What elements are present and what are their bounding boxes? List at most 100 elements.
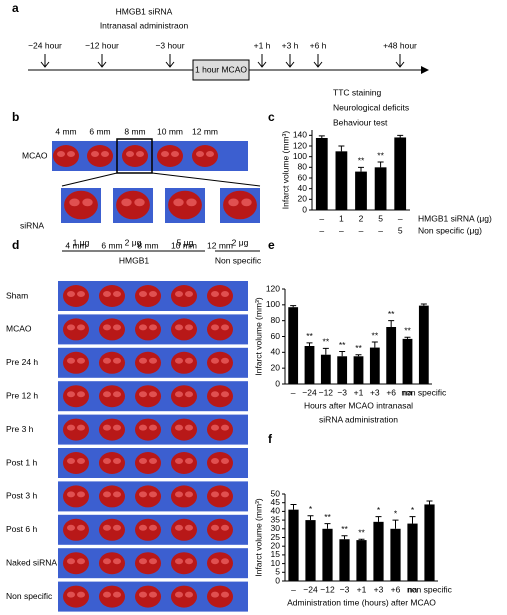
error-bar <box>409 516 416 524</box>
brain-slice <box>99 552 125 575</box>
mcao-box <box>192 59 250 81</box>
error-bar <box>420 303 427 306</box>
x-tick-label: na <box>408 584 418 594</box>
brain-slice <box>99 485 125 508</box>
significance: ** <box>306 331 313 341</box>
bar <box>322 528 333 581</box>
brain-slice <box>63 318 89 341</box>
bar <box>335 151 348 210</box>
bar <box>373 521 384 581</box>
y-tick-label: 60 <box>271 331 281 341</box>
x-tick-label: non specific <box>407 584 453 594</box>
brain-slice <box>63 351 89 374</box>
error-bar <box>397 134 404 138</box>
brain-slice <box>135 552 161 575</box>
brain-slice <box>171 318 197 341</box>
significance: ** <box>388 309 395 319</box>
y-tick-label: 40 <box>298 183 308 193</box>
brain-slice <box>99 518 125 541</box>
brain-slice <box>63 385 89 408</box>
group-label: HMGB1 <box>119 255 150 265</box>
bar <box>424 504 435 581</box>
significance: ** <box>323 337 330 347</box>
brain-slice <box>99 585 125 608</box>
bar <box>374 167 387 210</box>
brain-slice <box>53 145 79 167</box>
dose-label: 2 μg <box>125 237 142 247</box>
bar <box>355 171 367 210</box>
brain-slice <box>99 418 125 441</box>
y-tick-label: 10 <box>271 558 281 568</box>
error-bar <box>318 135 325 138</box>
x-tick-label: – <box>398 213 403 223</box>
brain-slice <box>135 418 161 441</box>
panel-letter: a <box>12 1 19 15</box>
error-bar <box>341 535 348 540</box>
brain-slice <box>168 190 202 220</box>
row-label: MCAO <box>22 150 48 160</box>
x-tick-label: +3 <box>370 387 380 397</box>
brain-slice <box>207 518 233 541</box>
slice-label: 10 mm <box>171 240 197 250</box>
row-label: MCAO <box>6 324 32 334</box>
time-label: −3 hour <box>155 40 184 50</box>
dose-label: 1 μg <box>73 237 90 247</box>
zoom-line <box>61 172 118 187</box>
slice-label: 8 mm <box>137 240 158 250</box>
y-tick-label: 20 <box>271 362 281 372</box>
x-tick-label: – <box>319 225 324 235</box>
y-tick-label: 20 <box>271 540 281 550</box>
bar <box>407 523 418 581</box>
error-bar <box>290 503 297 510</box>
slice-label: 6 mm <box>89 126 110 136</box>
brain-slice <box>116 190 150 220</box>
time-arrow <box>395 54 405 68</box>
bar <box>305 520 316 581</box>
outcome: Behaviour test <box>333 117 388 127</box>
brain-slice <box>99 385 125 408</box>
x-axis-label: siRNA administration <box>319 414 398 424</box>
brain-slice <box>99 318 125 341</box>
outcome: TTC staining <box>333 87 381 97</box>
bar <box>390 528 401 581</box>
time-arrow <box>285 54 295 68</box>
y-tick-label: 100 <box>293 151 307 161</box>
brain-slice <box>171 585 197 608</box>
x-tick-label: – <box>359 225 364 235</box>
y-tick-label: 5 <box>275 567 280 577</box>
brain-slice <box>64 190 98 220</box>
x-tick-label: +1 <box>357 584 367 594</box>
time-label: −12 hour <box>85 40 119 50</box>
y-tick-label: 80 <box>271 315 281 325</box>
panel-b: 4 mm 6 mm 8 mm 10 mm 12 mm MCAO siRNA 1 μg 2 … <box>20 126 262 265</box>
error-bar <box>306 342 313 346</box>
error-bar <box>358 166 364 172</box>
significance: * <box>377 505 381 515</box>
row-label: Post 6 h <box>6 524 37 534</box>
y-tick-label: 30 <box>271 523 281 533</box>
brain-slice <box>135 585 161 608</box>
row-label: Sham <box>6 290 28 300</box>
brain-slice <box>63 518 89 541</box>
slice-label: 6 mm <box>101 240 122 250</box>
row-name: Non specific (μg) <box>418 225 482 235</box>
x-tick-label: 5 <box>378 213 383 223</box>
brain-slice <box>171 351 197 374</box>
brain-slice <box>171 285 197 307</box>
bar <box>315 138 328 210</box>
x-tick-label: – <box>291 387 296 397</box>
x-tick-label: −3 <box>337 387 347 397</box>
brain-slice <box>99 285 125 307</box>
y-tick-label: 40 <box>271 347 281 357</box>
x-tick-label: 1 <box>339 213 344 223</box>
x-tick-label: −12 <box>320 584 335 594</box>
time-label: −24 hour <box>28 40 62 50</box>
brain-slice <box>157 145 183 167</box>
bar <box>402 338 413 384</box>
bar <box>288 509 299 581</box>
brain-slice <box>207 351 233 374</box>
panel-letter: c <box>268 110 275 124</box>
brain-slice <box>87 145 113 167</box>
time-label: +3 h <box>282 40 299 50</box>
